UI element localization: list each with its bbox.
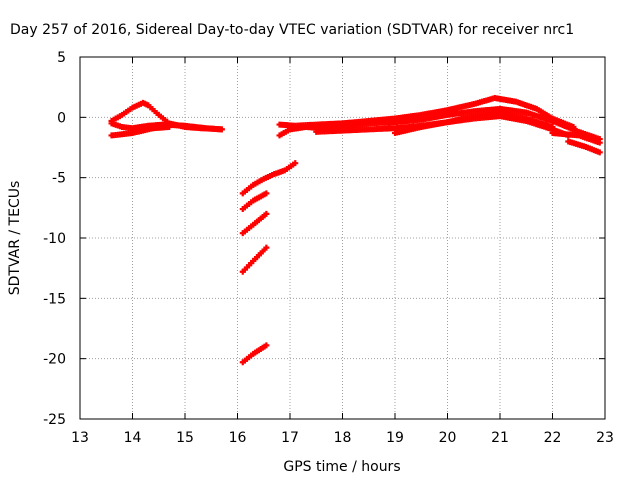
x-tick-label: 13	[71, 430, 89, 446]
data-point	[263, 190, 270, 197]
data-point	[570, 123, 577, 130]
y-tick-label: -20	[43, 352, 66, 368]
series-arc-l	[392, 110, 556, 137]
y-tick-label: -10	[43, 231, 66, 247]
x-tick-label: 19	[386, 430, 404, 446]
series-arc-m	[565, 138, 603, 156]
x-tick-label: 18	[334, 430, 352, 446]
data-point	[292, 160, 299, 167]
series-arc-c	[108, 123, 173, 139]
data-point	[263, 342, 270, 349]
x-axis-ticks: 13 14 15 16 17 18 19 20 21 22 23	[71, 57, 614, 446]
x-tick-label: 22	[544, 430, 562, 446]
y-tick-label: -15	[43, 291, 66, 307]
data-points	[108, 95, 603, 366]
data-point	[596, 149, 603, 156]
x-tick-label: 16	[229, 430, 247, 446]
data-point	[218, 126, 225, 133]
y-tick-label: -5	[52, 171, 66, 187]
series-arc-e	[239, 190, 270, 213]
chart-title: Day 257 of 2016, Sidereal Day-to-day VTE…	[10, 22, 574, 38]
data-point	[549, 123, 556, 130]
y-axis-ticks: 5 0 -5 -10 -15 -20 -25	[43, 50, 605, 428]
series-arc-f	[239, 210, 270, 237]
y-axis-label: SDTVAR / TECUs	[7, 181, 23, 296]
x-tick-label: 20	[439, 430, 457, 446]
data-point	[263, 210, 270, 217]
x-tick-label: 15	[176, 430, 194, 446]
series-arc-j	[276, 95, 577, 130]
series-arc-b	[108, 120, 225, 133]
x-tick-label: 14	[124, 430, 142, 446]
y-tick-label: -25	[43, 412, 66, 428]
y-tick-label: 5	[57, 50, 66, 66]
x-tick-label: 17	[281, 430, 299, 446]
data-point	[263, 244, 270, 251]
data-point	[596, 139, 603, 146]
series-arc-d	[239, 160, 299, 197]
data-point	[166, 123, 173, 130]
x-axis-label: GPS time / hours	[283, 459, 400, 475]
series-arc-h	[239, 342, 270, 366]
x-tick-label: 23	[596, 430, 614, 446]
series-arc-g	[239, 244, 270, 275]
y-tick-label: 0	[57, 110, 66, 126]
series-arc-n	[549, 130, 603, 146]
x-tick-label: 21	[491, 430, 509, 446]
